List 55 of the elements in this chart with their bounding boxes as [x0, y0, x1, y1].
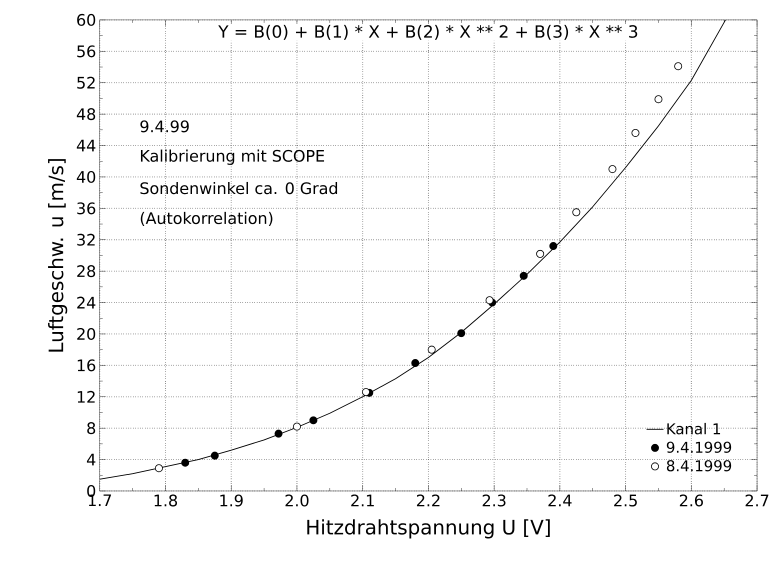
y-tick-label: 28	[77, 265, 96, 278]
y-tick-label: 52	[77, 76, 95, 89]
annotation: 9.4.99	[140, 120, 189, 133]
point	[654, 95, 662, 104]
y-tick-label: 48	[76, 108, 96, 120]
x-tick-label: 2.4	[548, 494, 572, 506]
y-tick-label: 12	[78, 391, 95, 403]
x-tick-label: 1.7	[88, 494, 112, 506]
x-tick-label: 2.2	[416, 494, 440, 506]
point	[549, 242, 558, 250]
annotation: Y = B(0) + B(1) * X + B(2) * X ** 2 + B(3) * X ** 3	[218, 25, 638, 40]
x-tick-label: 2.6	[680, 494, 703, 507]
y-axis-title: Luftgeschw. u [m/s]	[48, 159, 68, 352]
x-tick-label: 2.1	[351, 494, 374, 506]
point	[274, 430, 283, 438]
point	[428, 346, 436, 354]
y-tick-label: 4	[86, 454, 96, 466]
x-tick-label: 1.9	[220, 494, 243, 507]
legend-label: Kanal 1	[667, 423, 720, 435]
point	[608, 165, 616, 174]
point	[210, 452, 219, 460]
y-tick-label: 36	[77, 202, 96, 215]
point	[181, 458, 190, 467]
y-tick-label: 24	[77, 296, 96, 309]
point	[536, 250, 544, 258]
point	[674, 62, 682, 70]
y-tick-label: 32	[77, 234, 95, 246]
x-tick-label: 1.8	[154, 494, 178, 507]
x-tick-label: 2.5	[614, 494, 637, 507]
point	[154, 464, 163, 472]
point	[631, 129, 640, 138]
point	[486, 296, 494, 304]
y-tick-label: 56	[77, 46, 96, 58]
point	[309, 416, 318, 424]
annotation: Sondenwinkel ca. 0 Grad	[140, 182, 338, 194]
point	[572, 208, 580, 216]
point	[457, 329, 466, 338]
annotation: (Autokorrelation)	[140, 212, 272, 226]
point	[520, 272, 528, 280]
legend-label: 8.4.1999	[666, 460, 732, 472]
y-tick-label: 40	[76, 171, 96, 184]
annotation: Kalibrierung mit SCOPE	[140, 150, 324, 166]
point	[292, 422, 301, 431]
y-tick-label: 8	[87, 422, 96, 434]
y-tick-label: 16	[78, 360, 96, 372]
y-tick-label: 44	[76, 140, 96, 152]
y-tick-label: 60	[77, 14, 96, 26]
x-tick-label: 2.7	[746, 494, 768, 506]
point	[362, 388, 370, 396]
y-tick-label: 20	[77, 328, 96, 340]
legend-label: 9.4.1999	[666, 442, 732, 454]
x-tick-label: 2.0	[285, 494, 309, 507]
x-tick-label: 2.3	[482, 494, 506, 507]
point	[411, 359, 420, 368]
x-axis-title: Hitzdrahtspannung U [V]	[307, 519, 550, 539]
